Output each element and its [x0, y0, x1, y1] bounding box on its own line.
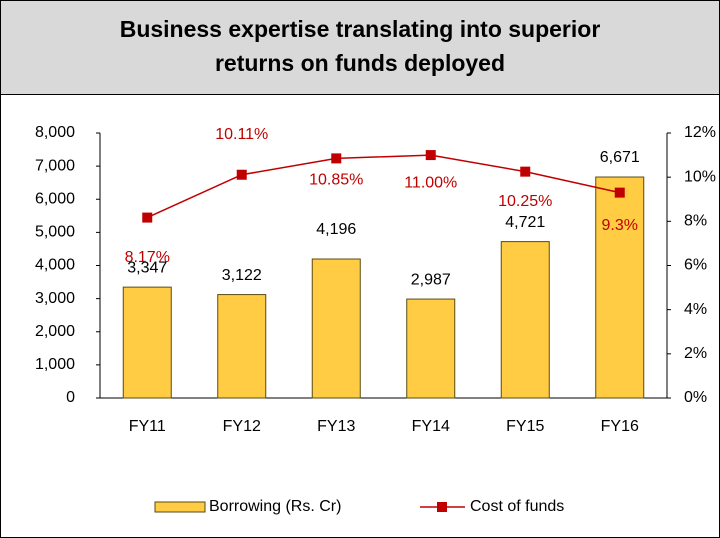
- legend-label: Cost of funds: [470, 498, 564, 515]
- bar: [500, 241, 550, 399]
- legend: Borrowing (Rs. Cr) Cost of funds: [154, 498, 564, 515]
- legend-label: Borrowing (Rs. Cr): [209, 498, 341, 515]
- y-tick-label: 4,000: [35, 257, 75, 274]
- legend-swatch: [154, 501, 206, 513]
- x-tick-label: FY15: [506, 418, 544, 435]
- y-tick-label: 3,000: [35, 290, 75, 307]
- marker: [520, 166, 531, 177]
- x-tick-label: FY12: [223, 418, 261, 435]
- bar: [311, 258, 361, 399]
- line-label: 11.00%: [404, 174, 457, 191]
- title-box: [0, 0, 720, 95]
- x-tick-label: FY16: [601, 418, 639, 435]
- line-label: 10.25%: [498, 193, 552, 210]
- bar: [595, 176, 645, 399]
- bar-label: 3,122: [222, 267, 262, 284]
- line: [146, 154, 620, 219]
- y-tick-label: 6,000: [35, 190, 75, 207]
- y-tick-label: 8,000: [35, 124, 75, 141]
- y2-tick-label: 12%: [684, 124, 716, 141]
- y-tick-label: 1,000: [35, 356, 75, 373]
- y2-tick-label: 0%: [684, 389, 707, 406]
- marker: [236, 169, 247, 180]
- y2-tick-label: 4%: [684, 301, 707, 318]
- bar: [217, 294, 267, 399]
- bar: [406, 298, 456, 399]
- line-label: 9.3%: [602, 217, 638, 234]
- y2-tick-label: 6%: [684, 257, 707, 274]
- y-tick-label: 2,000: [35, 323, 75, 340]
- y-tick-label: 0: [66, 389, 75, 406]
- x-tick-label: FY14: [412, 418, 450, 435]
- x-tick-label: FY13: [317, 418, 355, 435]
- bar-label: 3,347: [127, 259, 167, 276]
- legend-swatch: [437, 502, 447, 512]
- bar-label: 2,987: [411, 271, 451, 288]
- line-label: 8.17%: [125, 249, 170, 266]
- marker: [425, 150, 436, 161]
- line-label: 10.85%: [309, 172, 363, 189]
- y-tick-label: 7,000: [35, 157, 75, 174]
- bar-label: 6,671: [600, 149, 640, 166]
- y-tick-label: 5,000: [35, 224, 75, 241]
- x-tick-label: FY11: [129, 418, 166, 435]
- marker: [142, 212, 153, 223]
- y2-tick-label: 8%: [684, 213, 707, 230]
- chart-title: Business expertise translating into supe…: [120, 16, 601, 76]
- line-label: 10.11%: [215, 126, 268, 143]
- bar: [122, 286, 172, 399]
- bar-label: 4,196: [316, 221, 356, 238]
- marker: [331, 153, 342, 164]
- y2-tick-label: 2%: [684, 345, 707, 362]
- y2-tick-label: 10%: [684, 168, 716, 185]
- marker: [614, 187, 625, 198]
- bar-label: 4,721: [505, 214, 545, 231]
